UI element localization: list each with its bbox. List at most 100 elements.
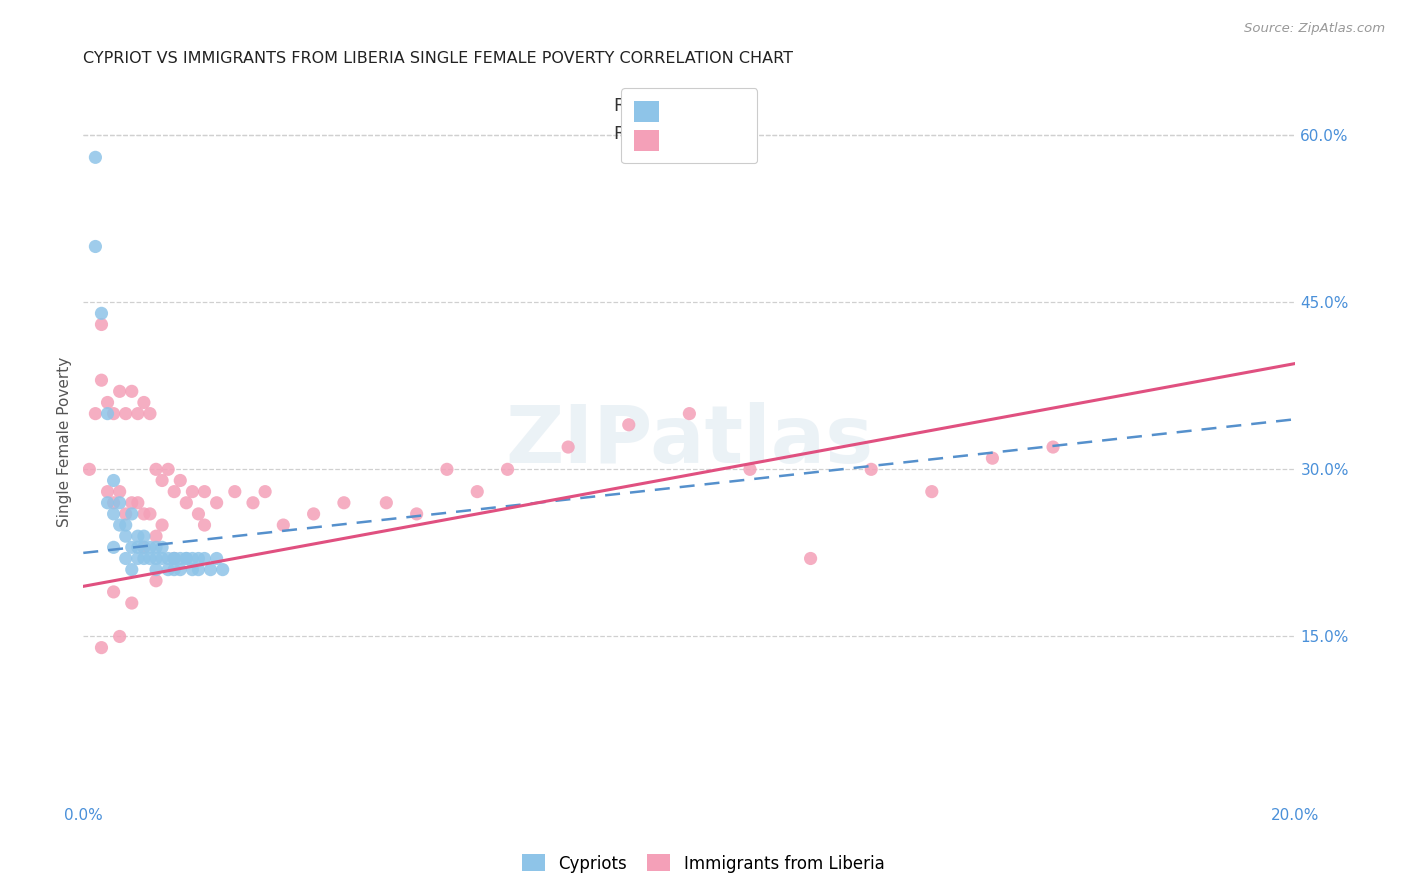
Point: [96, 407, 118, 421]
Point: [103, 407, 125, 421]
Point: [132, 507, 155, 521]
Point: [108, 496, 131, 510]
Point: [1042, 440, 1064, 454]
Point: [108, 630, 131, 644]
Point: [84, 150, 107, 164]
Point: [375, 496, 398, 510]
Point: [181, 563, 204, 577]
Point: [242, 496, 264, 510]
Point: [114, 518, 136, 533]
Point: [103, 541, 125, 555]
Point: [193, 551, 215, 566]
Point: [145, 541, 167, 555]
Point: [121, 596, 143, 610]
Point: [921, 484, 943, 499]
Point: [108, 518, 131, 533]
Text: R =: R =: [614, 125, 654, 143]
Text: Source: ZipAtlas.com: Source: ZipAtlas.com: [1244, 22, 1385, 36]
Point: [121, 384, 143, 399]
Point: [465, 484, 488, 499]
Point: [800, 551, 823, 566]
Legend:              ,              : ,: [621, 88, 758, 163]
Point: [860, 462, 883, 476]
Point: [181, 484, 204, 499]
Legend: Cypriots, Immigrants from Liberia: Cypriots, Immigrants from Liberia: [515, 847, 891, 880]
Point: [103, 496, 125, 510]
Text: 0.353: 0.353: [645, 125, 697, 143]
Text: N =: N =: [686, 97, 742, 115]
Point: [193, 484, 215, 499]
Point: [169, 474, 191, 488]
Point: [187, 563, 209, 577]
Point: [187, 507, 209, 521]
Point: [90, 640, 112, 655]
Point: [127, 496, 149, 510]
Point: [176, 496, 198, 510]
Point: [90, 373, 112, 387]
Text: ZIPatlas: ZIPatlas: [505, 402, 873, 481]
Point: [157, 462, 180, 476]
Point: [139, 507, 162, 521]
Point: [405, 507, 427, 521]
Point: [981, 451, 1004, 466]
Point: [150, 518, 173, 533]
Point: [211, 563, 233, 577]
Point: [205, 551, 228, 566]
Point: [254, 484, 277, 499]
Point: [132, 551, 155, 566]
Point: [114, 551, 136, 566]
Point: [114, 529, 136, 543]
Point: [150, 474, 173, 488]
Point: [79, 462, 101, 476]
Point: [132, 395, 155, 409]
Point: [333, 496, 356, 510]
Point: [181, 551, 204, 566]
Text: R =: R =: [614, 97, 654, 115]
Point: [224, 484, 246, 499]
Point: [103, 507, 125, 521]
Point: [678, 407, 700, 421]
Point: [96, 496, 118, 510]
Point: [108, 484, 131, 499]
Text: 60: 60: [730, 125, 752, 143]
Point: [302, 507, 325, 521]
Point: [163, 551, 186, 566]
Point: [108, 384, 131, 399]
Point: [114, 507, 136, 521]
Point: [150, 541, 173, 555]
Point: [436, 462, 458, 476]
Point: [132, 529, 155, 543]
Point: [121, 541, 143, 555]
Point: [121, 507, 143, 521]
Point: [90, 318, 112, 332]
Point: [557, 440, 579, 454]
Point: [176, 551, 198, 566]
Point: [132, 541, 155, 555]
Point: [127, 541, 149, 555]
Point: [163, 563, 186, 577]
Text: 0.040: 0.040: [645, 97, 697, 115]
Point: [617, 417, 640, 432]
Point: [205, 496, 228, 510]
Point: [127, 407, 149, 421]
Point: [163, 551, 186, 566]
Point: [96, 484, 118, 499]
Point: [96, 395, 118, 409]
Text: 46: 46: [730, 97, 752, 115]
Point: [496, 462, 519, 476]
Point: [139, 407, 162, 421]
Point: [127, 551, 149, 566]
Point: [163, 484, 186, 499]
Point: [145, 551, 167, 566]
Point: [200, 563, 222, 577]
Point: [193, 518, 215, 533]
Point: [84, 239, 107, 253]
Point: [145, 563, 167, 577]
Point: [169, 563, 191, 577]
Point: [103, 585, 125, 599]
Point: [157, 563, 180, 577]
Point: [145, 462, 167, 476]
Y-axis label: Single Female Poverty: Single Female Poverty: [58, 357, 72, 526]
Text: N =: N =: [686, 125, 742, 143]
Point: [145, 529, 167, 543]
